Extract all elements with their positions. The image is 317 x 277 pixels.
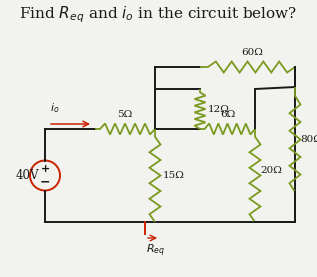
Text: 12Ω: 12Ω (208, 104, 230, 114)
Text: Find $R_{eq}$ and $i_o$ in the circuit below?: Find $R_{eq}$ and $i_o$ in the circuit b… (19, 4, 297, 25)
Text: 20Ω: 20Ω (260, 166, 282, 175)
Text: 5Ω: 5Ω (117, 110, 133, 119)
Text: $R_{eq}$: $R_{eq}$ (146, 243, 165, 259)
Text: $i_o$: $i_o$ (50, 101, 60, 115)
Text: 60Ω: 60Ω (242, 48, 263, 57)
Text: 15Ω: 15Ω (163, 171, 185, 180)
Text: +: + (40, 165, 50, 175)
Text: −: − (40, 175, 50, 188)
Text: 80Ω: 80Ω (300, 135, 317, 144)
Text: 40V: 40V (16, 169, 39, 182)
Text: 6Ω: 6Ω (220, 110, 235, 119)
